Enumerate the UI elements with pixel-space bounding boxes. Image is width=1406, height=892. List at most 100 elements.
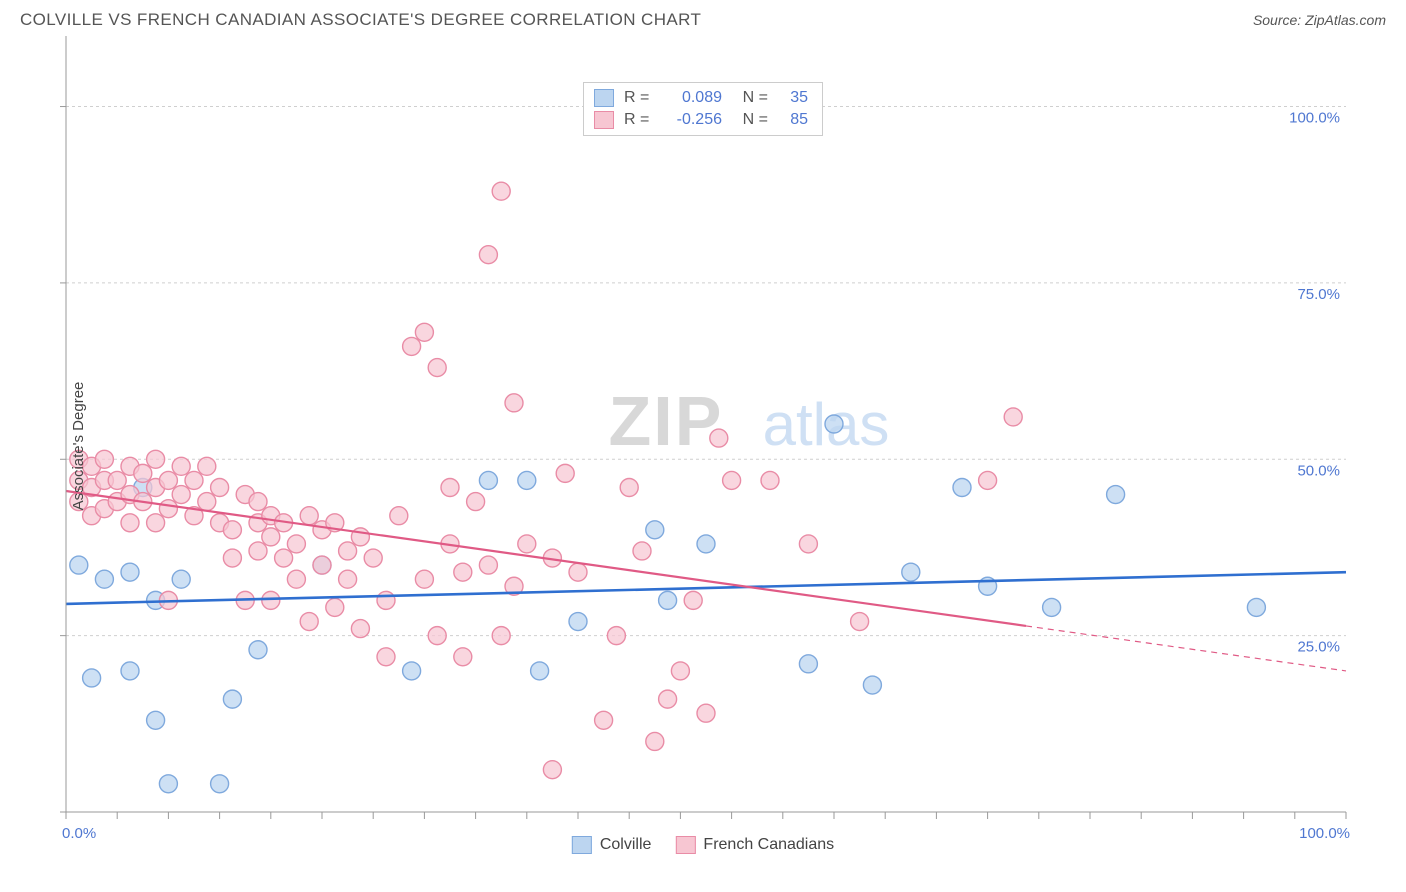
chart-title: COLVILLE VS FRENCH CANADIAN ASSOCIATE'S …: [20, 10, 701, 30]
svg-text:ZIP: ZIP: [609, 382, 724, 460]
data-point: [403, 662, 421, 680]
data-point: [479, 556, 497, 574]
stats-row: R =0.089N =35: [594, 87, 808, 109]
data-point: [223, 690, 241, 708]
data-point: [300, 613, 318, 631]
data-point: [415, 570, 433, 588]
source-name: ZipAtlas.com: [1305, 12, 1386, 28]
data-point: [518, 535, 536, 553]
n-value: 85: [778, 109, 808, 131]
y-tick-label: 50.0%: [1297, 462, 1340, 479]
data-point: [108, 471, 126, 489]
data-point: [543, 761, 561, 779]
data-point: [620, 478, 638, 496]
n-label: N =: [738, 87, 768, 109]
data-point: [326, 598, 344, 616]
legend-label: Colville: [600, 836, 652, 854]
data-point: [607, 627, 625, 645]
data-point: [313, 556, 331, 574]
data-point: [300, 507, 318, 525]
r-value: -0.256: [662, 109, 722, 131]
data-point: [134, 464, 152, 482]
data-point: [1043, 598, 1061, 616]
data-point: [467, 493, 485, 511]
data-point: [799, 655, 817, 673]
data-point: [684, 591, 702, 609]
data-point: [211, 775, 229, 793]
chart-container: Associate's Degree 25.0%50.0%75.0%100.0%…: [20, 36, 1386, 856]
data-point: [121, 662, 139, 680]
data-point: [1004, 408, 1022, 426]
stats-legend: R =0.089N =35R =-0.256N =85: [583, 82, 823, 136]
data-point: [492, 182, 510, 200]
data-point: [198, 493, 216, 511]
source-citation: Source: ZipAtlas.com: [1253, 12, 1386, 28]
watermark: ZIPatlas: [609, 382, 890, 460]
data-point: [172, 570, 190, 588]
data-point: [287, 535, 305, 553]
data-point: [659, 591, 677, 609]
data-point: [953, 478, 971, 496]
data-point: [441, 478, 459, 496]
legend-item: French Canadians: [675, 836, 834, 854]
data-point: [569, 613, 587, 631]
data-point: [1247, 598, 1265, 616]
data-point: [275, 549, 293, 567]
data-point: [249, 542, 267, 560]
data-point: [95, 450, 113, 468]
chart-header: COLVILLE VS FRENCH CANADIAN ASSOCIATE'S …: [0, 0, 1406, 36]
data-point: [646, 732, 664, 750]
data-point: [479, 471, 497, 489]
y-tick-label: 100.0%: [1289, 110, 1340, 127]
data-point: [825, 415, 843, 433]
data-point: [1107, 486, 1125, 504]
data-point: [172, 486, 190, 504]
data-point: [902, 563, 920, 581]
stats-row: R =-0.256N =85: [594, 109, 808, 131]
scatter-chart: 25.0%50.0%75.0%100.0%ZIPatlas0.0%100.0%: [20, 36, 1386, 856]
data-point: [851, 613, 869, 631]
legend-label: French Canadians: [703, 836, 834, 854]
data-point: [505, 394, 523, 412]
data-point: [364, 549, 382, 567]
series-swatch: [594, 111, 614, 129]
data-point: [518, 471, 536, 489]
r-value: 0.089: [662, 87, 722, 109]
x-max-label: 100.0%: [1299, 825, 1350, 842]
data-point: [262, 528, 280, 546]
data-point: [377, 648, 395, 666]
data-point: [454, 563, 472, 581]
data-point: [569, 563, 587, 581]
legend-item: Colville: [572, 836, 652, 854]
data-point: [351, 620, 369, 638]
data-point: [403, 337, 421, 355]
data-point: [595, 711, 613, 729]
data-point: [249, 641, 267, 659]
trend-line: [66, 572, 1346, 604]
data-point: [723, 471, 741, 489]
data-point: [671, 662, 689, 680]
data-point: [454, 648, 472, 666]
data-point: [415, 323, 433, 341]
data-point: [428, 627, 446, 645]
r-label: R =: [624, 109, 652, 131]
data-point: [172, 457, 190, 475]
data-point: [198, 457, 216, 475]
series-swatch: [675, 836, 695, 854]
data-point: [659, 690, 677, 708]
data-point: [633, 542, 651, 560]
data-point: [121, 514, 139, 532]
x-min-label: 0.0%: [62, 825, 96, 842]
data-point: [479, 246, 497, 264]
source-prefix: Source:: [1253, 12, 1305, 28]
data-point: [185, 471, 203, 489]
data-point: [531, 662, 549, 680]
data-point: [979, 471, 997, 489]
data-point: [339, 542, 357, 560]
data-point: [761, 471, 779, 489]
y-axis-label: Associate's Degree: [70, 382, 87, 511]
data-point: [646, 521, 664, 539]
data-point: [377, 591, 395, 609]
data-point: [147, 450, 165, 468]
data-point: [492, 627, 510, 645]
